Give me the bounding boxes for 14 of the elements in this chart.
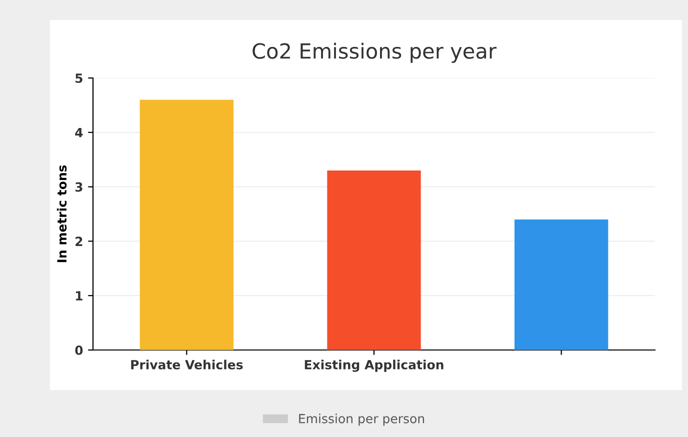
y-tick-label: 3 (75, 182, 82, 192)
bar (327, 170, 421, 350)
text: Emission per person (299, 414, 424, 426)
y-tick-label: 5 (76, 74, 82, 83)
y-tick-label: 1 (76, 291, 82, 300)
y-tick-label: 4 (75, 128, 83, 138)
chart-title: Co2 Emissions per year (252, 42, 497, 63)
bar (514, 219, 608, 350)
y-tick-label: 0 (75, 345, 83, 355)
y-axis-title: In metric tons (56, 165, 67, 262)
bar (140, 100, 234, 350)
x-tick-label: Existing Application (304, 360, 444, 372)
y-tick-label: 2 (76, 236, 82, 246)
x-tick-label: Private Vehicles (131, 360, 243, 370)
